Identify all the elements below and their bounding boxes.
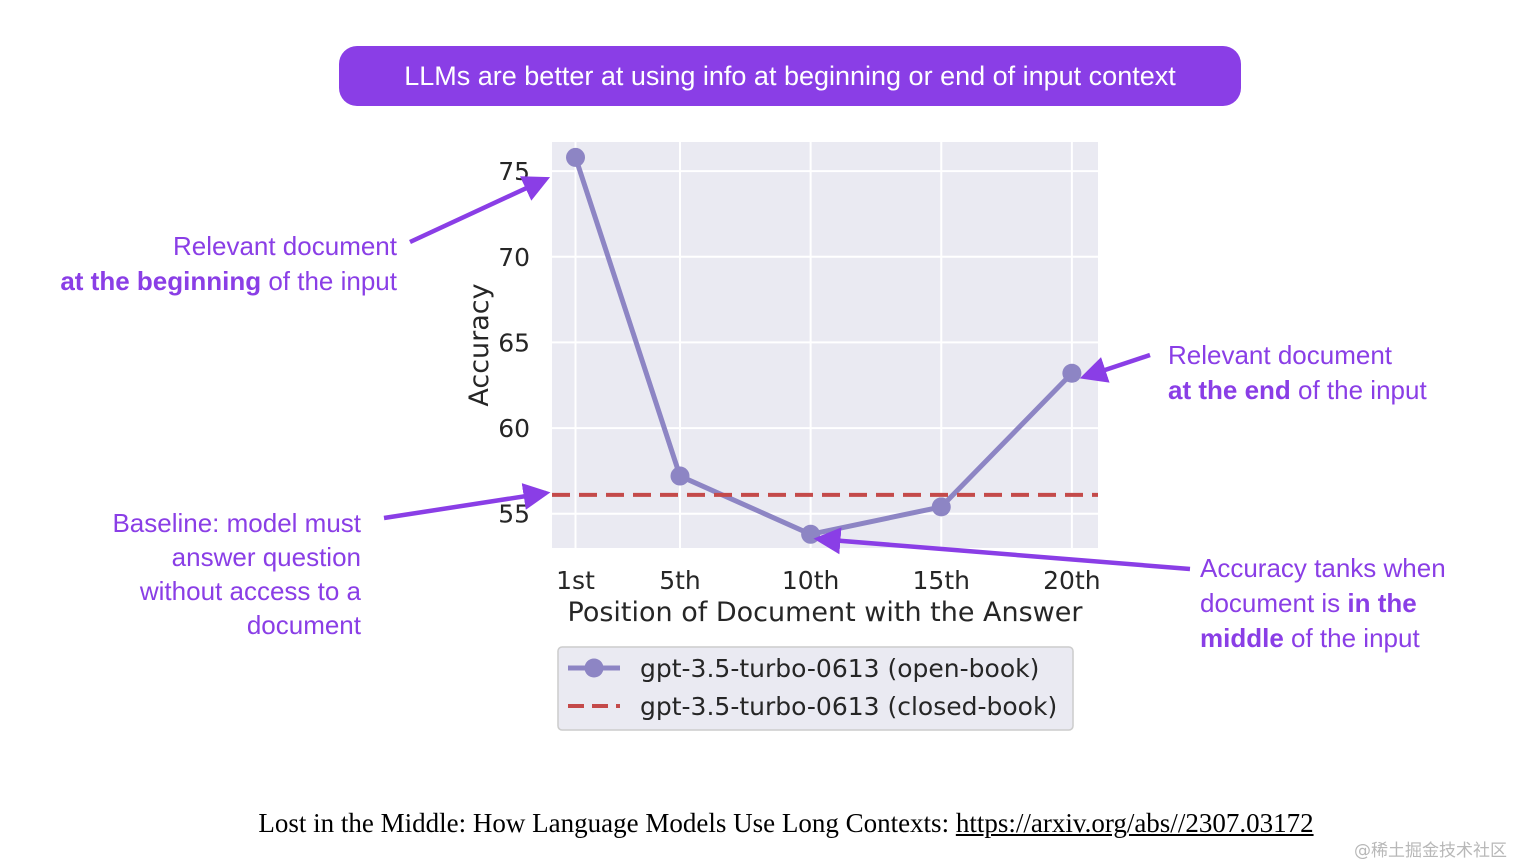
legend-label: gpt-3.5-turbo-0613 (closed-book) [640,692,1057,721]
watermark: @稀土掘金技术社区 [1354,841,1507,861]
open-book-data-point [670,466,690,486]
open-book-data-point [801,524,821,544]
annotation-baseline: Baseline: model must answer question wit… [112,506,361,642]
annotation-beginning-bold: at the beginning [60,266,262,296]
x-tick-label: 15th [913,566,970,595]
y-tick-label: 60 [498,414,530,443]
y-axis-label: Accuracy [464,283,495,406]
annotation-beginning-line1: Relevant document [172,231,397,261]
y-tick-label: 70 [498,243,530,272]
annotation-middle-rest: of the input [1283,623,1420,653]
citation-link[interactable]: https://arxiv.org/abs//2307.03172 [955,808,1314,838]
y-tick-label: 55 [498,500,530,529]
citation-text: Lost in the Middle: How Language Models … [258,808,956,838]
arrow-baseline [383,483,551,521]
x-tick-label: 20th [1043,566,1100,595]
annotation-baseline-line3: without access to a [139,576,361,606]
annotation-beginning-rest: of the input [261,266,397,296]
title-text: LLMs are better at using info at beginni… [404,60,1176,91]
title-banner: LLMs are better at using info at beginni… [339,46,1241,106]
arrow-middle [813,527,1191,572]
annotation-middle-pre: document is [1200,588,1348,618]
annotation-middle-bold2: middle [1200,623,1284,653]
arrow-end [1079,352,1151,383]
annotation-beginning: Relevant document at the beginning of th… [60,229,397,299]
open-book-data-point [931,497,951,517]
x-tick-label: 5th [659,566,701,595]
annotation-baseline-line2: answer question [171,542,361,572]
legend-label: gpt-3.5-turbo-0613 (open-book) [640,654,1039,683]
plot-background [552,142,1098,548]
annotation-baseline-line1: Baseline: model must [112,508,361,538]
annotation-end: Relevant document at the end of the inpu… [1168,338,1427,408]
annotation-end-bold: at the end [1168,375,1291,405]
open-book-data-point [566,147,586,167]
x-axis-label: Position of Document with the Answer [568,597,1084,628]
annotation-end-rest: of the input [1290,375,1427,405]
citation: Lost in the Middle: How Language Models … [0,808,1515,839]
annotation-middle: Accuracy tanks when document is in the m… [1200,551,1446,656]
annotation-baseline-line4: document [246,610,361,640]
x-tick-label: 1st [556,566,595,595]
x-tick-label: 10th [782,566,839,595]
annotation-end-line1: Relevant document [1168,340,1393,370]
annotation-middle-bold1: in the [1347,588,1417,618]
y-tick-label: 65 [498,328,530,357]
arrow-beginning [409,176,551,245]
y-tick-label: 75 [498,157,530,186]
legend-marker-open-book [584,658,604,678]
legend-box [557,646,1074,731]
open-book-data-point [1062,363,1082,383]
annotation-middle-line1: Accuracy tanks when [1200,553,1446,583]
